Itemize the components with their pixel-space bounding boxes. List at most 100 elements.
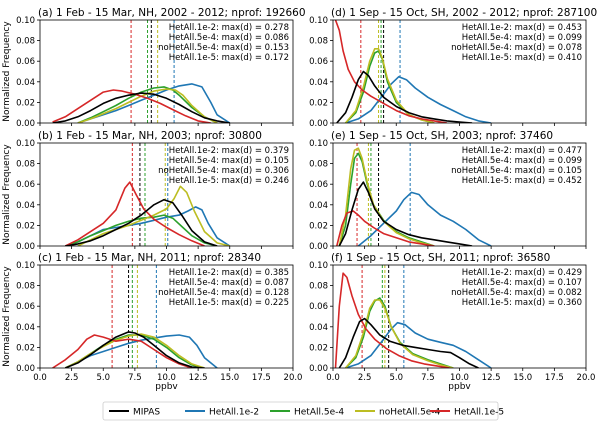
x-tick-label: 10.0 <box>157 373 176 383</box>
y-tick-label: 0.08 <box>16 282 35 292</box>
y-tick-label: 0.06 <box>16 302 35 312</box>
x-tick-label: 17.5 <box>252 373 271 383</box>
annotation-text: HetAll.1e-5: max(d) = 0.172 <box>169 53 289 63</box>
y-tick-label: 0.02 <box>309 221 328 231</box>
y-tick-label: 0.00 <box>309 242 328 252</box>
x-tick-label: 2.5 <box>358 373 372 383</box>
panel-title: (f) 1 Sep - 15 Oct, SH, 2011; nprof: 365… <box>331 252 550 264</box>
series-line-HetAll.1e-5 <box>334 272 450 368</box>
x-tick-label: 5.0 <box>389 373 403 383</box>
y-tick-label: 0.04 <box>309 78 328 88</box>
y-tick-label: 0.02 <box>309 343 328 353</box>
y-tick-label: 0.00 <box>16 242 35 252</box>
series-line-MIPAS <box>336 70 473 123</box>
annotation-text: HetAll.1e-5: max(d) = 0.360 <box>462 298 582 308</box>
annotation-text: HetAll.5e-4: max(d) = 0.107 <box>462 278 582 288</box>
plot-area <box>64 143 231 246</box>
plot-area <box>52 20 231 123</box>
x-tick-label: 5.0 <box>96 373 110 383</box>
panel-a: (a) 1 Feb - 15 Mar, NH, 2002 - 2012; npr… <box>2 7 306 129</box>
y-tick-label: 0.04 <box>16 201 35 211</box>
y-tick-label: 0.02 <box>16 221 35 231</box>
series-line-HetAll.5e-4 <box>345 297 454 368</box>
annotation-text: HetAll.1e-5: max(d) = 0.225 <box>169 298 289 308</box>
series-line-MIPAS <box>52 92 230 123</box>
x-tick-label: 20.0 <box>284 373 303 383</box>
series-line-noHetAll.5e-4 <box>338 147 435 246</box>
legend-label: noHetAll.5e-4 <box>379 408 441 418</box>
y-tick-label: 0.04 <box>16 323 35 333</box>
annotation-text: HetAll.5e-4: max(d) = 0.086 <box>169 33 289 43</box>
panel-title: (a) 1 Feb - 15 Mar, NH, 2002 - 2012; npr… <box>38 7 306 19</box>
y-tick-label: 0.04 <box>309 201 328 211</box>
panel-title: (e) 1 Sep - 15 Oct, SH, 2003; nprof: 374… <box>331 130 553 142</box>
panel-f: (f) 1 Sep - 15 Oct, SH, 2011; nprof: 365… <box>309 252 595 392</box>
series-line-HetAll.1e-2 <box>345 321 492 368</box>
legend: MIPAS HetAll.1e-2 HetAll.5e-4 noHetAll.5e-4… <box>102 401 504 421</box>
y-tick-label: 0.00 <box>16 119 35 129</box>
annotation-text: noHetAll.5e-4: max(d) = 0.078 <box>451 43 582 53</box>
panel-e: (e) 1 Sep - 15 Oct, SH, 2003; nprof: 374… <box>309 130 587 252</box>
panel-b: (b) 1 Feb - 15 Mar, NH, 2003; nprof: 308… <box>2 130 294 252</box>
y-tick-label: 0.04 <box>309 323 328 333</box>
annotation-text: HetAll.1e-2: max(d) = 0.385 <box>169 268 289 278</box>
x-tick-label: 15.0 <box>513 373 532 383</box>
y-tick-label: 0.08 <box>309 37 328 47</box>
annotation-text: HetAll.1e-2: max(d) = 0.429 <box>462 268 582 278</box>
series-line-HetAll.1e-2 <box>77 83 231 123</box>
y-tick-label: 0.02 <box>309 98 328 108</box>
x-tick-label: 12.5 <box>189 373 208 383</box>
plot-area <box>334 20 492 123</box>
y-tick-label: 0.00 <box>309 119 328 129</box>
y-tick-label: 0.04 <box>16 78 35 88</box>
annotation-text: HetAll.5e-4: max(d) = 0.087 <box>169 278 289 288</box>
panel-title: (b) 1 Feb - 15 Mar, NH, 2003; nprof: 308… <box>38 130 262 142</box>
y-tick-label: 0.10 <box>309 261 328 271</box>
annotation-text: HetAll.5e-4: max(d) = 0.099 <box>462 33 582 43</box>
series-line-HetAll.5e-4 <box>338 152 435 246</box>
y-axis-label: Normalized Frequency <box>2 144 12 245</box>
annotation-text: HetAll.5e-4: max(d) = 0.105 <box>169 156 289 166</box>
annotation-text: HetAll.1e-2: max(d) = 0.379 <box>169 146 289 156</box>
panel-d: (d) 1 Sep - 15 Oct, SH, 2002 - 2012; npr… <box>309 7 597 129</box>
series-line-HetAll.1e-2 <box>357 191 492 246</box>
y-tick-label: 0.00 <box>16 364 35 374</box>
annotation-text: HetAll.1e-5: max(d) = 0.410 <box>462 53 582 63</box>
panel-title: (d) 1 Sep - 15 Oct, SH, 2002 - 2012; npr… <box>331 7 597 19</box>
annotation-text: HetAll.1e-5: max(d) = 0.246 <box>169 176 289 186</box>
panel-c: (c) 1 Feb - 15 Mar, NH, 2011; nprof: 283… <box>2 252 302 392</box>
y-tick-label: 0.02 <box>16 343 35 353</box>
y-tick-label: 0.08 <box>309 160 328 170</box>
x-tick-label: 12.5 <box>482 373 501 383</box>
y-tick-label: 0.06 <box>16 57 35 67</box>
y-axis-label: Normalized Frequency <box>2 266 12 367</box>
annotation-text: noHetAll.5e-4: max(d) = 0.306 <box>158 166 289 176</box>
y-tick-label: 0.08 <box>309 282 328 292</box>
x-axis-label: ppbv <box>448 382 471 392</box>
annotation-text: HetAll.1e-2: max(d) = 0.477 <box>462 146 582 156</box>
y-tick-label: 0.06 <box>16 180 35 190</box>
legend-label: HetAll.1e-2 <box>209 408 259 418</box>
series-line-MIPAS <box>338 181 473 246</box>
plot-area <box>336 143 492 246</box>
plot-area <box>334 265 492 368</box>
x-tick-label: 0.0 <box>326 373 340 383</box>
y-tick-label: 0.06 <box>309 57 328 67</box>
annotation-text: noHetAll.5e-4: max(d) = 0.082 <box>451 288 582 298</box>
x-tick-label: 2.5 <box>65 373 79 383</box>
x-tick-label: 20.0 <box>577 373 596 383</box>
series-line-noHetAll.5e-4 <box>77 185 230 246</box>
y-tick-label: 0.10 <box>309 139 328 149</box>
annotation-text: noHetAll.5e-4: max(d) = 0.128 <box>158 288 289 298</box>
series-line-noHetAll.5e-4 <box>344 299 454 368</box>
series-line-MIPAS <box>64 331 205 368</box>
y-axis-label: Normalized Frequency <box>2 21 12 122</box>
y-tick-label: 0.06 <box>309 180 328 190</box>
series-line-HetAll.1e-5 <box>52 89 211 123</box>
series-line-noHetAll.5e-4 <box>64 333 205 368</box>
y-tick-label: 0.10 <box>16 261 35 271</box>
series-line-HetAll.1e-5 <box>334 20 448 123</box>
plot-area <box>52 265 218 368</box>
y-tick-label: 0.10 <box>309 16 328 26</box>
legend-label: HetAll.1e-5 <box>454 408 504 418</box>
